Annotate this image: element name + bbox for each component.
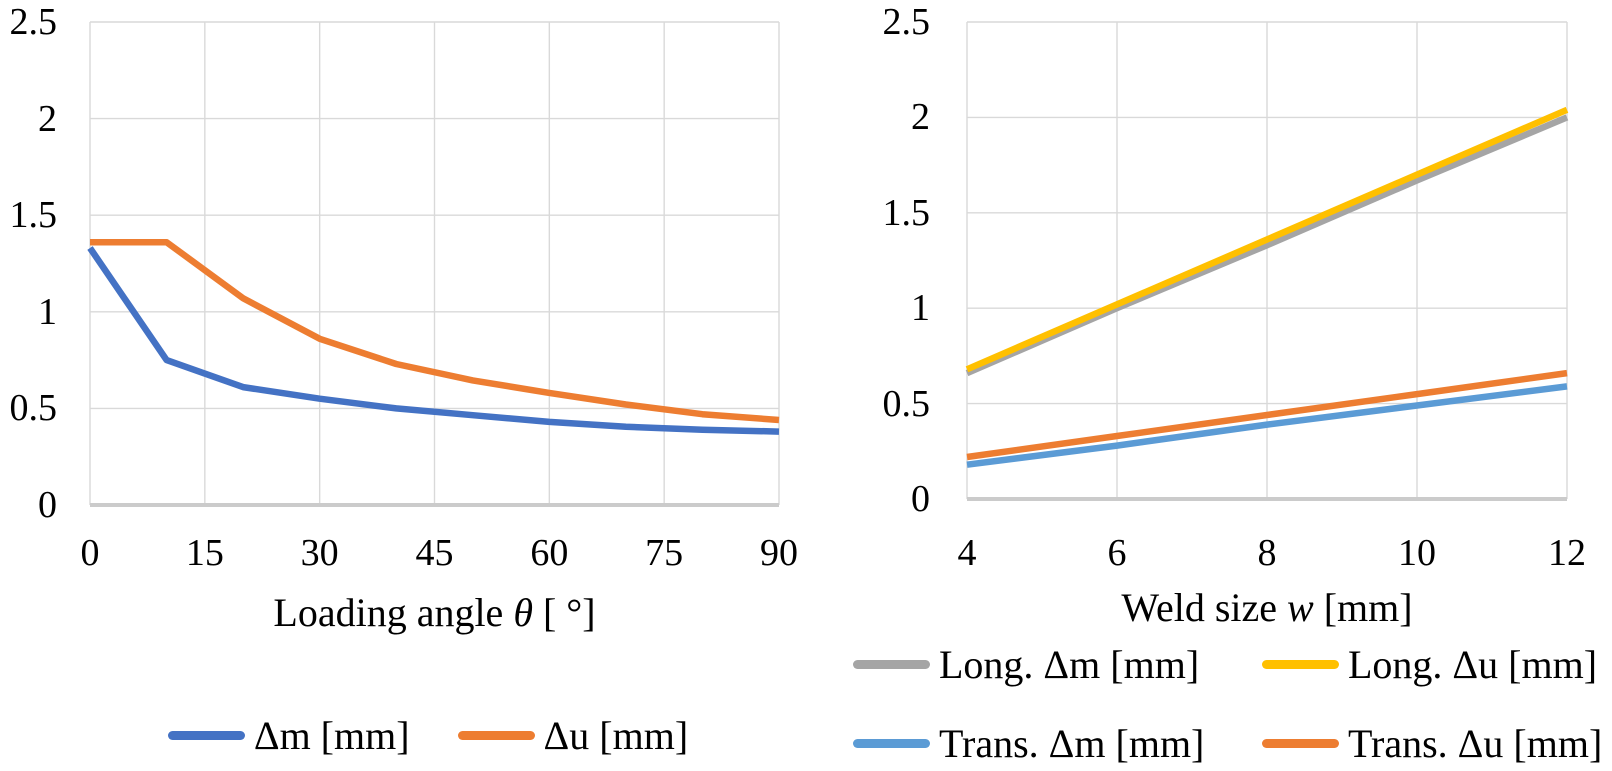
y-tick-label: 1.5 <box>9 194 58 237</box>
x-axis-title-text: Weld size <box>1121 585 1288 630</box>
legend-item-3: Trans. Δu [mm] <box>1262 720 1602 766</box>
x-tick-label: 12 <box>1548 532 1586 574</box>
weld-size-legend: Long. Δm [mm] Long. Δu [mm] Trans. Δm [mm]… <box>853 641 1602 766</box>
loading-angle-x-axis-title: Loading angle θ [ °] <box>90 590 779 636</box>
x-tick-label: 45 <box>415 532 454 574</box>
legend-swatch-icon <box>1262 659 1339 669</box>
series-line-1 <box>90 238 780 424</box>
y-tick-label: 2.5 <box>882 1 931 43</box>
legend-item-2: Trans. Δm [mm] <box>853 720 1262 766</box>
series-line-2 <box>966 383 1568 468</box>
loading-angle-legend: Δm [mm] Δu [mm] <box>0 712 1028 758</box>
x-tick-label: 6 <box>1107 532 1127 574</box>
legend-swatch-icon <box>1262 738 1339 748</box>
loading-angle-plot-area <box>87 21 780 507</box>
y-tick-label: 0 <box>38 484 57 526</box>
legend-item-0: Δm [mm] <box>167 712 410 758</box>
y-tick-label: 0.5 <box>9 387 58 430</box>
weld-size-x-axis-title: Weld size w [mm] <box>967 585 1567 631</box>
legend-label: Δm [mm] <box>253 712 410 758</box>
y-tick-label: 2 <box>38 97 57 140</box>
legend-swatch-icon <box>853 738 930 748</box>
legend-label: Long. Δu [mm] <box>1348 641 1598 687</box>
y-tick-label: 0.5 <box>882 382 931 425</box>
x-axis-title-text: [mm] <box>1313 585 1413 630</box>
legend-label: Long. Δm [mm] <box>939 641 1200 687</box>
x-axis-title-text: Loading angle <box>273 590 514 635</box>
legend-label: Trans. Δm [mm] <box>939 720 1205 766</box>
gridlines <box>966 21 1568 499</box>
x-tick-label: 30 <box>300 532 339 574</box>
y-tick-label: 2 <box>911 96 930 139</box>
legend-swatch-icon <box>853 659 930 669</box>
series-line-0 <box>87 246 780 435</box>
x-tick-label: 15 <box>185 532 224 574</box>
weld-size-plot-area <box>965 21 1569 501</box>
legend-label: Trans. Δu [mm] <box>1348 720 1603 766</box>
y-tick-label: 1 <box>38 290 57 333</box>
x-axis-title-text: θ <box>513 590 533 635</box>
y-tick-label: 2.5 <box>9 1 58 43</box>
x-axis-title-text: w <box>1287 585 1314 630</box>
y-tick-label: 1 <box>911 287 930 330</box>
x-tick-label: 0 <box>80 532 100 574</box>
series-line-1 <box>965 106 1569 373</box>
x-tick-label: 60 <box>530 532 569 574</box>
legend-swatch-icon <box>457 730 535 740</box>
x-axis-title-text: [ °] <box>532 590 596 635</box>
legend-item-1: Long. Δu [mm] <box>1262 641 1602 687</box>
series-line-3 <box>966 369 1568 461</box>
legend-label: Δu [mm] <box>543 712 689 758</box>
gridlines <box>89 21 780 505</box>
x-tick-label: 90 <box>760 532 798 574</box>
legend-item-1: Δu [mm] <box>457 712 689 758</box>
series-line-0 <box>965 114 1569 377</box>
x-tick-label: 8 <box>1257 532 1277 574</box>
x-tick-label: 4 <box>957 532 977 574</box>
y-tick-label: 1.5 <box>882 191 931 234</box>
legend-swatch-icon <box>167 730 245 740</box>
legend-item-0: Long. Δm [mm] <box>853 641 1262 687</box>
x-tick-label: 75 <box>645 532 684 574</box>
y-tick-label: 0 <box>911 478 930 520</box>
x-tick-label: 10 <box>1398 532 1436 574</box>
